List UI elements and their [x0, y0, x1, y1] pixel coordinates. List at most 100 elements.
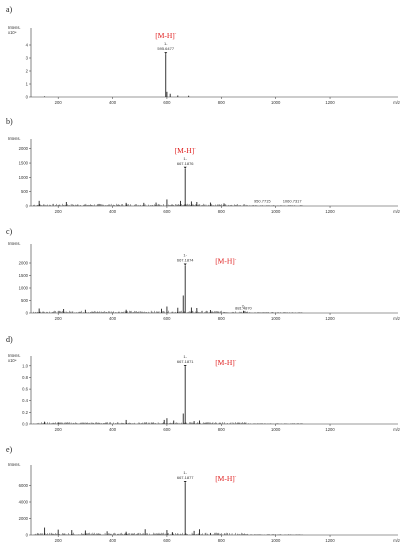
- y-tick-label: 3: [26, 56, 29, 61]
- y-tick-label: 1000: [19, 286, 29, 291]
- ion-label-charge: -: [194, 146, 196, 151]
- peak-mass-label: 667.1871: [177, 359, 194, 364]
- y-axis-label: Intens.: [8, 136, 21, 141]
- ion-label: [M-H]-: [215, 474, 237, 483]
- peak-annotation: 1060.7317: [283, 198, 303, 203]
- y-tick-label: 0.2: [22, 410, 28, 415]
- x-tick-label: 400: [109, 100, 117, 105]
- y-axis-label: Intens.: [8, 25, 21, 30]
- y-tick-label: 0.0: [22, 422, 28, 427]
- y-tick-label: 2000: [19, 146, 29, 151]
- peak-charge-label: 1-: [183, 354, 187, 359]
- y-tick-label: 4: [26, 43, 29, 48]
- y-tick-label: 0: [26, 533, 29, 538]
- x-tick-label: 600: [163, 316, 171, 321]
- peak-marker: [183, 481, 187, 484]
- panel-4: d) Intens.x10⁴ 0.0 0.2 0.4 0.6 0.8 1.0 200 400 600…: [6, 335, 400, 432]
- x-tick-label: 200: [55, 100, 63, 105]
- y-tick-label: 1500: [19, 161, 29, 166]
- x-tick-label: 1200: [325, 316, 335, 321]
- y-tick-label: 0.8: [22, 375, 28, 380]
- panel-label: e): [6, 445, 13, 454]
- y-tick-label: 1000: [19, 175, 29, 180]
- y-tick-label: 6000: [19, 483, 29, 488]
- panel-label: d): [6, 335, 13, 344]
- x-tick-label: 200: [55, 538, 63, 543]
- y-axis-scale: x10⁴: [8, 30, 17, 35]
- peak-mass-label: 667.1877: [177, 475, 194, 480]
- x-axis-label: m/z: [393, 316, 400, 321]
- y-tick-label: 500: [21, 189, 29, 194]
- peak-annotation: 881.4870: [235, 306, 252, 311]
- y-axis-label: Intens.: [8, 462, 21, 467]
- x-axis-label: m/z: [393, 427, 400, 432]
- y-tick-label: 1.0: [22, 363, 28, 368]
- ion-label: [M-H]-: [215, 358, 237, 367]
- peak-charge-label: 1-: [183, 253, 187, 258]
- peak-charge-label: 1-: [183, 470, 187, 475]
- ion-label-charge: -: [175, 31, 177, 36]
- ion-label-charge: -: [235, 358, 237, 363]
- y-tick-label: 2: [26, 69, 29, 74]
- panel-3: c) Intens. 0 500 1000 1500 2000 200 400 600 800 100…: [6, 227, 400, 321]
- ion-label: [M-H]-: [175, 146, 197, 155]
- y-tick-label: 4000: [19, 500, 29, 505]
- x-tick-label: 400: [109, 538, 117, 543]
- ion-label: [M-H]-: [155, 31, 177, 40]
- x-tick-label: 1200: [325, 538, 335, 543]
- x-tick-label: 400: [109, 316, 117, 321]
- x-tick-label: 600: [163, 538, 171, 543]
- x-tick-label: 400: [109, 427, 117, 432]
- peak-marker: [183, 263, 187, 266]
- y-tick-label: 1: [26, 82, 29, 87]
- y-tick-label: 500: [21, 298, 29, 303]
- panel-2: b) Intens. 0 500 1000 1500 2000 200 400 600 800 100…: [6, 117, 400, 214]
- x-tick-label: 600: [163, 100, 171, 105]
- x-tick-label: 800: [218, 100, 226, 105]
- x-tick-label: 600: [163, 209, 171, 214]
- y-tick-label: 2000: [19, 261, 29, 266]
- peak-marker: [164, 52, 168, 55]
- x-axis-label: m/z: [393, 100, 400, 105]
- x-tick-label: 400: [109, 209, 117, 214]
- peak-charge-label: 1-: [183, 156, 187, 161]
- peak-annotation: 950.7715: [254, 198, 271, 203]
- peak-annotation: 2-: [242, 303, 246, 308]
- y-tick-label: 0: [26, 311, 29, 316]
- peak-mass-label: 667.1874: [177, 258, 194, 263]
- peak-mass-label: 667.1876: [177, 161, 194, 166]
- peak-mass-label: 595.6477: [157, 46, 174, 51]
- panel-5: e) Intens. 0 2000 4000 6000 200 400 600 800 1000 12…: [6, 445, 400, 543]
- y-tick-label: 1500: [19, 273, 29, 278]
- x-tick-label: 1200: [325, 209, 335, 214]
- x-tick-label: 800: [218, 538, 226, 543]
- y-tick-label: 0.4: [22, 398, 28, 403]
- ion-label-charge: -: [235, 257, 237, 262]
- x-tick-label: 200: [55, 209, 63, 214]
- x-axis-label: m/z: [393, 538, 400, 543]
- panel-1: a) Intens.x10⁴ 0 1 2 3 4 200 400 600 800 1000 1200 m/…: [6, 5, 400, 105]
- y-tick-label: 2000: [19, 516, 29, 521]
- peak-charge-label: 1-: [164, 41, 168, 46]
- x-tick-label: 1000: [271, 100, 281, 105]
- x-tick-label: 200: [55, 427, 63, 432]
- peak-marker: [183, 166, 187, 169]
- panel-label: a): [6, 5, 13, 14]
- y-axis-scale: x10⁴: [8, 358, 17, 363]
- panel-label: b): [6, 117, 13, 126]
- x-axis-label: m/z: [393, 209, 400, 214]
- peak-marker: [183, 364, 187, 367]
- x-tick-label: 1000: [271, 427, 281, 432]
- x-tick-label: 600: [163, 427, 171, 432]
- x-tick-label: 200: [55, 316, 63, 321]
- x-tick-label: 800: [218, 427, 226, 432]
- x-tick-label: 1200: [325, 100, 335, 105]
- ion-label: [M-H]-: [215, 257, 237, 266]
- x-tick-label: 1000: [271, 316, 281, 321]
- panel-label: c): [6, 227, 13, 236]
- x-tick-label: 1200: [325, 427, 335, 432]
- y-tick-label: 0: [26, 95, 29, 100]
- ion-label-charge: -: [235, 474, 237, 479]
- x-tick-label: 800: [218, 316, 226, 321]
